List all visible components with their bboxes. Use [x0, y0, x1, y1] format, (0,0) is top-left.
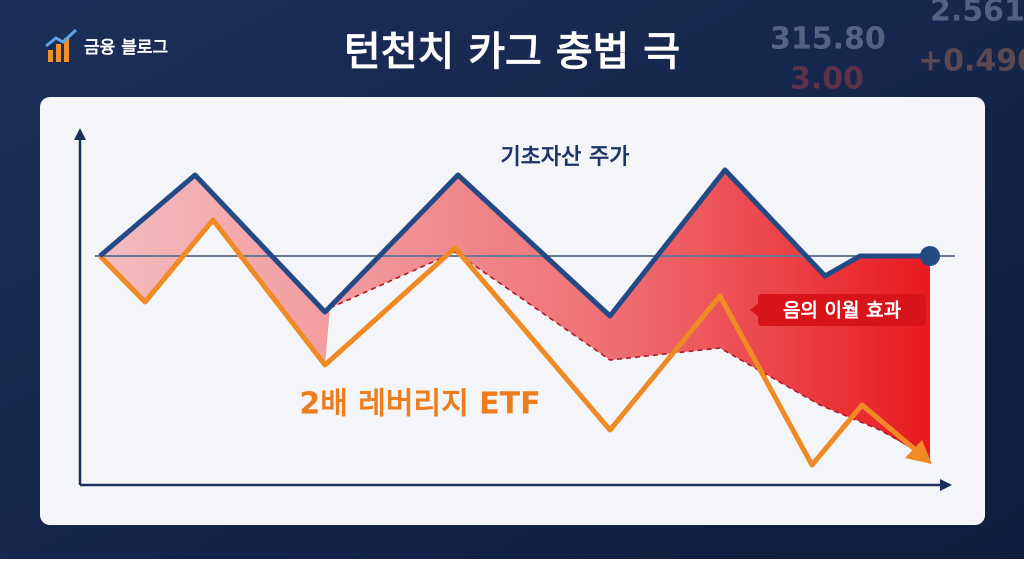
effect-label: 음의 이월 효과 [783, 300, 902, 322]
ticker: +0.490 [918, 44, 1024, 79]
ticker: 2.561 [930, 0, 1024, 29]
logo: 금융 블로그 [45, 28, 168, 62]
diagram [74, 128, 955, 491]
ticker: 315.80 [770, 22, 886, 57]
underlying-label: 기초자산 주가 [500, 145, 629, 170]
ticker: 3.00 [790, 62, 864, 97]
effect-badge: 음의 이월 효과 [750, 294, 926, 326]
carry-area [100, 170, 930, 460]
title: 턴천치 카그 충법 극 [344, 29, 680, 75]
etf-label: 2배 레버리지 ETF [299, 387, 540, 422]
brand: 금융 블로그 [84, 38, 168, 58]
